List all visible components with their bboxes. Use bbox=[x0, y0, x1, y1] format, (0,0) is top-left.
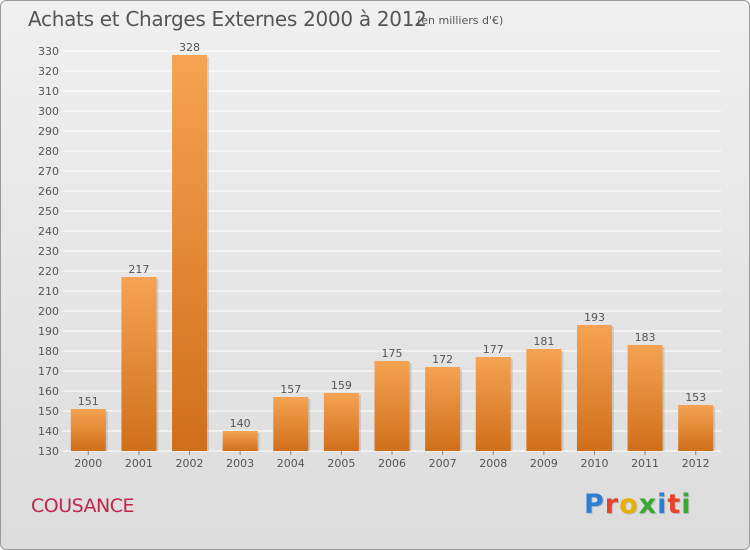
chart-unit: (en milliers d'€) bbox=[417, 14, 504, 27]
bar-2012 bbox=[678, 405, 714, 451]
x-tick-label: 2011 bbox=[631, 457, 659, 470]
data-label: 183 bbox=[635, 331, 656, 344]
data-label: 193 bbox=[584, 311, 605, 324]
logo-letter: x bbox=[638, 489, 658, 520]
y-tick-label: 130 bbox=[38, 445, 59, 458]
logo-letter: P bbox=[584, 489, 605, 520]
bar-2000 bbox=[70, 409, 106, 451]
y-tick-label: 200 bbox=[38, 305, 59, 318]
data-label: 328 bbox=[179, 41, 200, 54]
y-tick-label: 180 bbox=[38, 345, 59, 358]
y-tick-label: 210 bbox=[38, 285, 59, 298]
y-tick-label: 310 bbox=[38, 85, 59, 98]
x-tick-label: 2000 bbox=[74, 457, 102, 470]
x-tick-label: 2004 bbox=[277, 457, 305, 470]
x-tick-label: 2001 bbox=[125, 457, 153, 470]
proxiti-logo: Proxiti bbox=[584, 489, 692, 520]
x-tick-label: 2008 bbox=[479, 457, 507, 470]
logo-letter: i bbox=[681, 489, 692, 520]
y-tick-label: 220 bbox=[38, 265, 59, 278]
data-label: 172 bbox=[432, 353, 453, 366]
y-tick-label: 300 bbox=[38, 105, 59, 118]
y-tick-label: 140 bbox=[38, 425, 59, 438]
y-tick-label: 150 bbox=[38, 405, 59, 418]
x-axis-ticks: 2000 2001 2002 2003 2004 2005 2006 2007 2008 2009… bbox=[74, 451, 710, 470]
bar-2001 bbox=[121, 277, 157, 451]
y-tick-label: 230 bbox=[38, 245, 59, 258]
bar-2005 bbox=[323, 393, 359, 451]
y-tick-label: 260 bbox=[38, 185, 59, 198]
x-tick-label: 2005 bbox=[327, 457, 355, 470]
x-tick-label: 2010 bbox=[580, 457, 608, 470]
data-label: 157 bbox=[280, 383, 301, 396]
y-tick-label: 330 bbox=[38, 45, 59, 58]
bar-2006 bbox=[374, 361, 410, 451]
y-tick-label: 190 bbox=[38, 325, 59, 338]
y-axis-ticks: 130 140 150 160 170 180 190 200 210 220 230 240 250 2… bbox=[38, 45, 59, 458]
data-labels: 151 217 328 140 157 159 175 172 177 181 193 183 153 bbox=[78, 41, 706, 430]
data-label: 140 bbox=[230, 417, 251, 430]
chart-title: Achats et Charges Externes 2000 à 2012 bbox=[28, 7, 427, 31]
y-tick-label: 160 bbox=[38, 385, 59, 398]
bar-2003 bbox=[222, 431, 258, 451]
y-tick-label: 270 bbox=[38, 165, 59, 178]
data-label: 181 bbox=[533, 335, 554, 348]
y-tick-label: 170 bbox=[38, 365, 59, 378]
data-label: 175 bbox=[382, 347, 403, 360]
bar-2007 bbox=[425, 367, 461, 451]
bar-2004 bbox=[273, 397, 309, 451]
x-tick-label: 2012 bbox=[682, 457, 710, 470]
y-tick-label: 320 bbox=[38, 65, 59, 78]
x-tick-label: 2009 bbox=[530, 457, 558, 470]
bar-2002 bbox=[172, 55, 208, 451]
bar-2009 bbox=[526, 349, 562, 451]
y-tick-label: 290 bbox=[38, 125, 59, 138]
y-tick-label: 280 bbox=[38, 145, 59, 158]
bar-2010 bbox=[576, 325, 612, 451]
x-tick-label: 2006 bbox=[378, 457, 406, 470]
data-label: 151 bbox=[78, 395, 99, 408]
data-label: 217 bbox=[128, 263, 149, 276]
logo-letter: o bbox=[619, 489, 639, 520]
data-label: 159 bbox=[331, 379, 352, 392]
data-label: 153 bbox=[685, 391, 706, 404]
data-label: 177 bbox=[483, 343, 504, 356]
x-tick-label: 2007 bbox=[429, 457, 457, 470]
logo-letter: i bbox=[657, 489, 668, 520]
bars bbox=[70, 55, 716, 451]
logo-letter: t bbox=[667, 489, 682, 520]
x-tick-label: 2003 bbox=[226, 457, 254, 470]
bar-2008 bbox=[475, 357, 511, 451]
y-tick-label: 250 bbox=[38, 205, 59, 218]
y-tick-label: 240 bbox=[38, 225, 59, 238]
logo-letter: r bbox=[604, 489, 620, 520]
x-tick-label: 2002 bbox=[176, 457, 204, 470]
bar-2011 bbox=[627, 345, 663, 451]
commune-name: COUSANCE bbox=[31, 495, 135, 517]
